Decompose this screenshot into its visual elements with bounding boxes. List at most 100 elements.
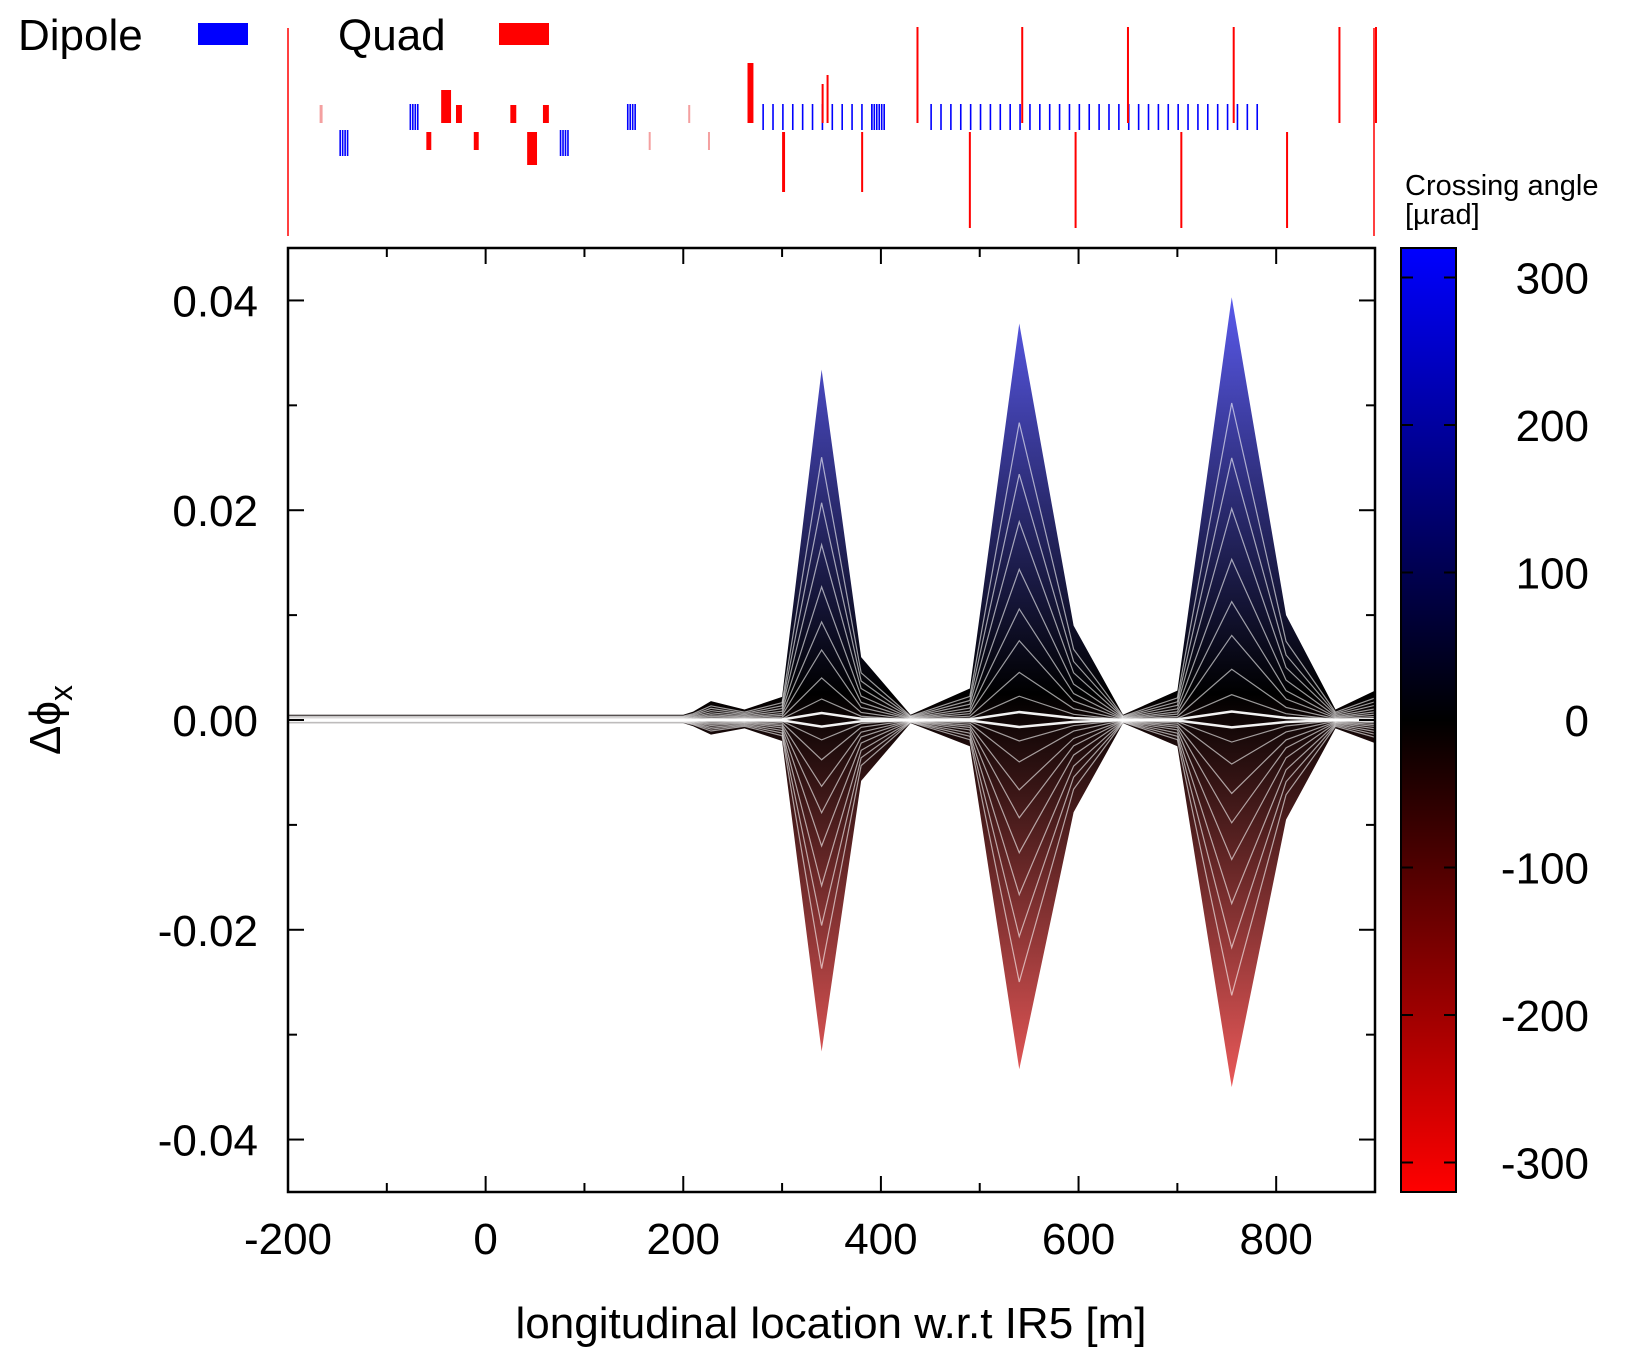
- quadrupole-magnet: [473, 132, 479, 150]
- y-tick-label: 0.02: [172, 487, 258, 536]
- dipole-magnet: [412, 104, 414, 130]
- dipole-magnet: [871, 104, 873, 130]
- dipole-magnet: [1226, 104, 1229, 130]
- dipole-magnet: [416, 104, 419, 130]
- quadrupole-magnet: [861, 132, 864, 192]
- dipole-magnet: [1236, 104, 1239, 130]
- dipole-magnet: [1197, 104, 1199, 130]
- colorbar-tick-label: -300: [1501, 1140, 1589, 1189]
- dipole-magnet: [875, 104, 878, 130]
- x-tick-label: 200: [647, 1215, 720, 1264]
- dipole-magnet: [1078, 104, 1081, 130]
- dipole-magnet: [1058, 104, 1061, 130]
- dipole-magnet: [626, 104, 629, 130]
- y-axis-title: Δϕx: [21, 685, 79, 755]
- legend-swatch-quad: [499, 23, 549, 45]
- x-tick-label: 600: [1042, 1215, 1115, 1264]
- crossing-angle-curve-upper-6: [288, 506, 1375, 719]
- colorbar-tick-label: -100: [1501, 845, 1589, 894]
- quadrupole-magnet: [426, 132, 432, 150]
- dipole-magnet: [1207, 104, 1209, 130]
- dipole-magnet: [880, 104, 883, 130]
- dipole-magnet: [1147, 104, 1150, 130]
- quadrupole-magnet: [527, 132, 538, 165]
- colorbar-tick-label: 100: [1516, 550, 1589, 599]
- dipole-magnet: [1157, 104, 1160, 130]
- dipole-magnet: [559, 130, 562, 156]
- dipole-magnet: [1108, 104, 1110, 130]
- legend-entry-dipole: Dipole: [18, 11, 143, 60]
- dipole-magnet: [344, 130, 346, 156]
- colorbar-tick-label: -200: [1501, 992, 1589, 1041]
- dipole-magnet: [782, 104, 784, 130]
- crossing-angle-curve-lower-8: [288, 721, 1375, 996]
- quadrupole-magnet: [1074, 132, 1077, 228]
- quadrupole-magnet: [542, 105, 549, 123]
- x-axis: -200 0 200 400 600 800: [244, 248, 1376, 1264]
- dipole-magnet: [959, 104, 962, 130]
- quadrupole-magnet: [648, 132, 651, 150]
- dipole-magnet: [567, 130, 569, 156]
- y-tick-label: -0.04: [158, 1117, 258, 1166]
- quadrupole-magnet: [782, 132, 786, 192]
- dipole-magnet: [940, 104, 942, 130]
- dipole-magnet: [339, 130, 341, 156]
- dipole-magnet: [989, 104, 992, 130]
- y-tick-label: 0.04: [172, 277, 258, 326]
- dipole-magnet: [1167, 104, 1170, 130]
- legend: Dipole Quad: [18, 11, 549, 60]
- dipole-magnet: [1118, 104, 1120, 130]
- dipole-magnet: [831, 104, 834, 130]
- quadrupole-magnet: [747, 63, 754, 123]
- dipole-magnet: [1009, 104, 1011, 130]
- dipole-magnet: [772, 104, 774, 130]
- dipole-magnet: [629, 104, 632, 130]
- crossing-angle-curve-upper-7: [288, 457, 1375, 718]
- dipole-magnet: [1177, 104, 1179, 130]
- colorbar-title: Crossing angle: [1405, 170, 1598, 202]
- x-tick-label: -200: [244, 1215, 332, 1264]
- legend-entry-quad: Quad: [338, 11, 446, 60]
- dipole-magnet: [1256, 104, 1259, 130]
- quadrupole-magnet: [1126, 27, 1129, 123]
- dipole-magnet: [346, 130, 349, 156]
- quadrupole-magnet: [1021, 27, 1024, 123]
- dipole-magnet: [791, 104, 794, 130]
- quadrupole-magnet: [319, 105, 323, 123]
- quadrupole-magnet: [1180, 132, 1183, 228]
- dipole-magnet: [1039, 104, 1041, 130]
- quadrupole-magnet: [455, 105, 462, 123]
- dipole-magnet: [851, 104, 853, 130]
- dipole-magnet: [414, 104, 417, 130]
- dipole-magnet: [950, 104, 952, 130]
- x-axis-title: longitudinal location w.r.t IR5 [m]: [516, 1299, 1147, 1348]
- dipole-magnet: [1098, 104, 1100, 130]
- dipole-magnet: [1088, 104, 1091, 130]
- dipole-magnet: [1068, 104, 1071, 130]
- y-tick-label: 0.00: [172, 697, 258, 746]
- dipole-magnet: [878, 104, 881, 130]
- dipole-magnet: [873, 104, 876, 130]
- svg-text:Δϕx: Δϕx: [21, 685, 79, 755]
- colorbar-tick-label: 300: [1516, 255, 1589, 304]
- quadrupole-magnet: [968, 132, 971, 228]
- y-tick-label: -0.02: [158, 907, 258, 956]
- dipole-magnet: [631, 104, 634, 130]
- dipole-magnet: [930, 104, 932, 130]
- dipole-magnet: [1216, 104, 1219, 130]
- quadrupole-magnet: [826, 75, 829, 123]
- quadrupole-magnet: [1232, 27, 1235, 123]
- legend-swatch-dipole: [198, 23, 248, 45]
- dipole-magnet: [1137, 104, 1140, 130]
- dipole-magnet: [801, 104, 804, 130]
- dipole-magnet: [1187, 104, 1189, 130]
- dipole-magnet: [564, 130, 567, 156]
- plot-area: -200 0 200 400 600 800 -0.04 -0.02 0.00 0.02 0.04: [158, 246, 1377, 1264]
- colorbar-units: [µrad]: [1405, 199, 1480, 231]
- phase-advance-envelope: [288, 297, 1375, 1088]
- quadrupole-magnet: [688, 105, 691, 123]
- x-tick-label: 0: [473, 1215, 497, 1264]
- quadrupole-magnet: [1286, 132, 1289, 228]
- dipole-magnet: [341, 130, 344, 156]
